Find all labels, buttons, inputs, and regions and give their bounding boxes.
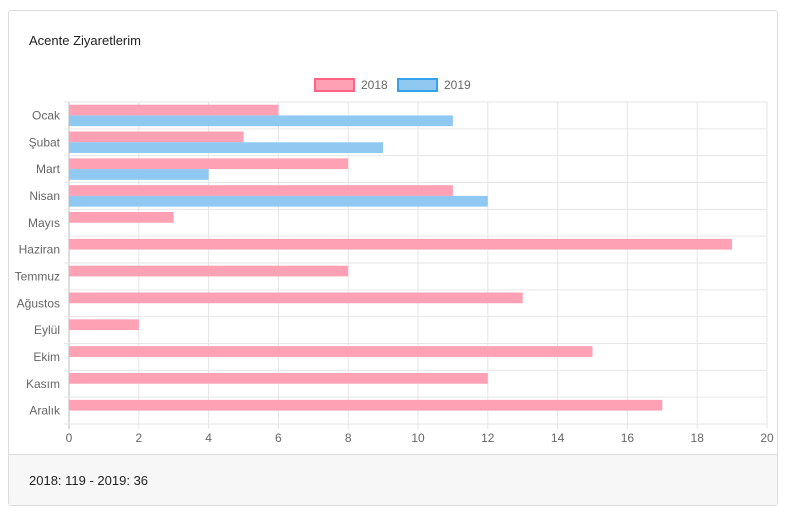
y-tick-label: Ağustos [17, 296, 60, 310]
y-tick-label: Nisan [29, 189, 60, 203]
bar-2018-Ağustos [69, 292, 523, 304]
y-tick-label: Mart [36, 162, 61, 176]
x-tick-label: 20 [760, 431, 774, 445]
x-tick-label: 10 [411, 431, 425, 445]
legend-label: 2018 [361, 78, 388, 92]
bar-2018-Temmuz [69, 265, 349, 277]
y-tick-label: Mayıs [28, 216, 60, 230]
y-tick-label: Ocak [32, 108, 61, 122]
x-tick-label: 16 [621, 431, 635, 445]
bar-2018-Ekim [69, 346, 593, 357]
legend-swatch-2018 [314, 78, 355, 92]
bar-2018-Haziran [69, 238, 733, 250]
bar-2018-Aralık [69, 399, 663, 411]
x-tick-label: 0 [66, 431, 73, 445]
bar-2018-Mayıs [69, 212, 174, 223]
y-tick-label: Temmuz [15, 269, 60, 283]
y-tick-label: Eylül [34, 323, 60, 337]
bar-2018-Nisan [69, 185, 453, 196]
x-tick-label: 12 [481, 431, 495, 445]
totals-text: 2018: 119 - 2019: 36 [29, 473, 149, 488]
x-tick-label: 2 [135, 431, 142, 445]
y-tick-label: Şubat [29, 135, 61, 149]
card-title: Acente Ziyaretlerim [29, 33, 141, 48]
y-tick-label: Haziran [19, 243, 60, 257]
bar-2018-Şubat [69, 131, 244, 143]
chart-card: Acente Ziyaretlerim 2018: 119 - 2019: 36 [8, 10, 778, 506]
card-footer: 2018: 119 - 2019: 36 [9, 454, 777, 505]
legend-swatch-2019 [397, 78, 438, 92]
y-tick-label: Kasım [26, 377, 60, 391]
x-tick-label: 14 [551, 431, 565, 445]
bar-2018-Kasım [69, 373, 488, 384]
y-tick-label: Aralık [29, 404, 61, 418]
bar-2018-Ocak [69, 104, 279, 116]
bar-2019-Nisan [69, 195, 488, 207]
x-tick-label: 8 [345, 431, 352, 445]
y-tick-label: Ekim [33, 350, 60, 364]
legend-label: 2019 [444, 78, 471, 92]
bar-2019-Mart [69, 169, 209, 180]
bar-2019-Ocak [69, 115, 453, 127]
x-tick-label: 4 [205, 431, 212, 445]
x-tick-label: 18 [691, 431, 705, 445]
bar-2018-Mart [69, 158, 349, 170]
x-tick-label: 6 [275, 431, 282, 445]
bar-2018-Eylül [69, 319, 139, 331]
bar-2019-Şubat [69, 142, 384, 153]
